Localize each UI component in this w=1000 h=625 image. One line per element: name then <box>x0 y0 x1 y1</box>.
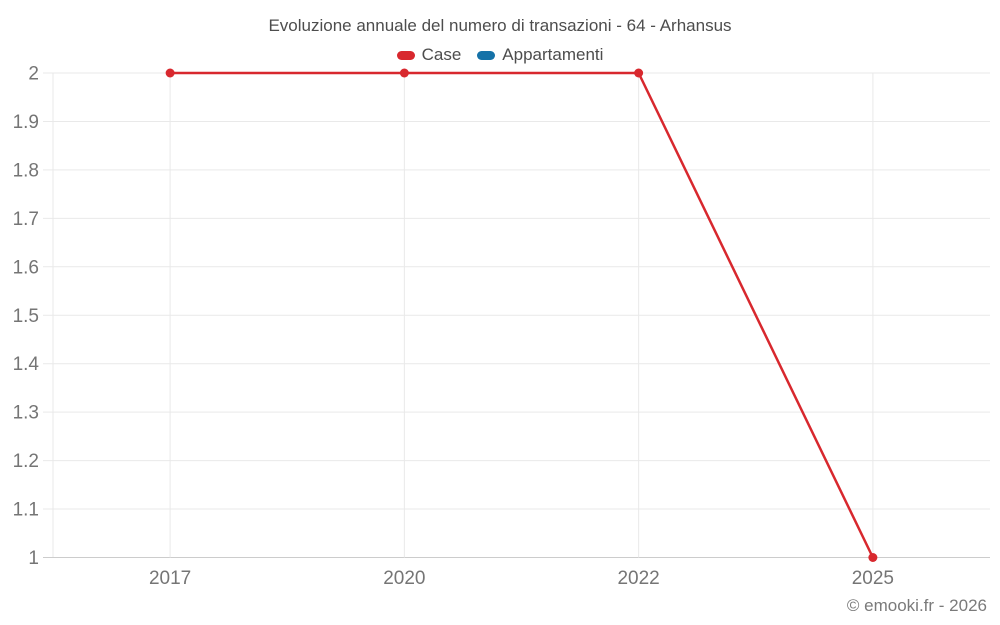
y-tick-label: 1.1 <box>13 500 39 521</box>
legend-item-case[interactable]: Case <box>396 45 462 65</box>
y-tick-label: 1.5 <box>13 306 39 327</box>
legend-item-appartamenti[interactable]: Appartamenti <box>477 45 603 65</box>
data-point-case <box>399 68 409 78</box>
y-tick-label: 1 <box>28 548 39 569</box>
x-tick-label: 2020 <box>383 568 425 589</box>
x-tick-label: 2022 <box>617 568 659 589</box>
data-point-case <box>868 553 878 562</box>
chart-legend: Case Appartamenti <box>0 45 1000 65</box>
y-tick-label: 1.9 <box>13 112 39 133</box>
data-point-case <box>165 68 175 78</box>
y-tick-label: 1.7 <box>13 209 39 230</box>
series-line-case <box>168 71 875 559</box>
legend-label: Case <box>421 45 462 64</box>
y-tick-label: 1.3 <box>13 403 39 424</box>
legend-swatch-icon <box>477 50 496 60</box>
copyright-credit: © emooki.fr - 2026 <box>846 596 987 615</box>
y-tick-label: 1.6 <box>13 257 39 278</box>
y-tick-label: 1.8 <box>13 160 39 181</box>
data-point-case <box>634 68 644 78</box>
legend-label: Appartamenti <box>502 45 604 64</box>
series-group <box>165 68 878 562</box>
axis-labels-group: 1 1.1 1.2 1.3 1.4 1.5 1.6 1.7 1.8 1.9 2 2017 2020 202… <box>13 64 894 590</box>
legend-swatch-icon <box>396 50 415 60</box>
y-tick-label: 2 <box>28 64 39 85</box>
x-tick-label: 2025 <box>852 568 894 589</box>
x-tick-label: 2017 <box>149 568 191 589</box>
gridlines-group <box>43 72 990 558</box>
y-tick-label: 1.2 <box>13 451 39 472</box>
chart-title: Evoluzione annuale del numero di transaz… <box>268 16 732 35</box>
y-tick-label: 1.4 <box>13 354 40 375</box>
